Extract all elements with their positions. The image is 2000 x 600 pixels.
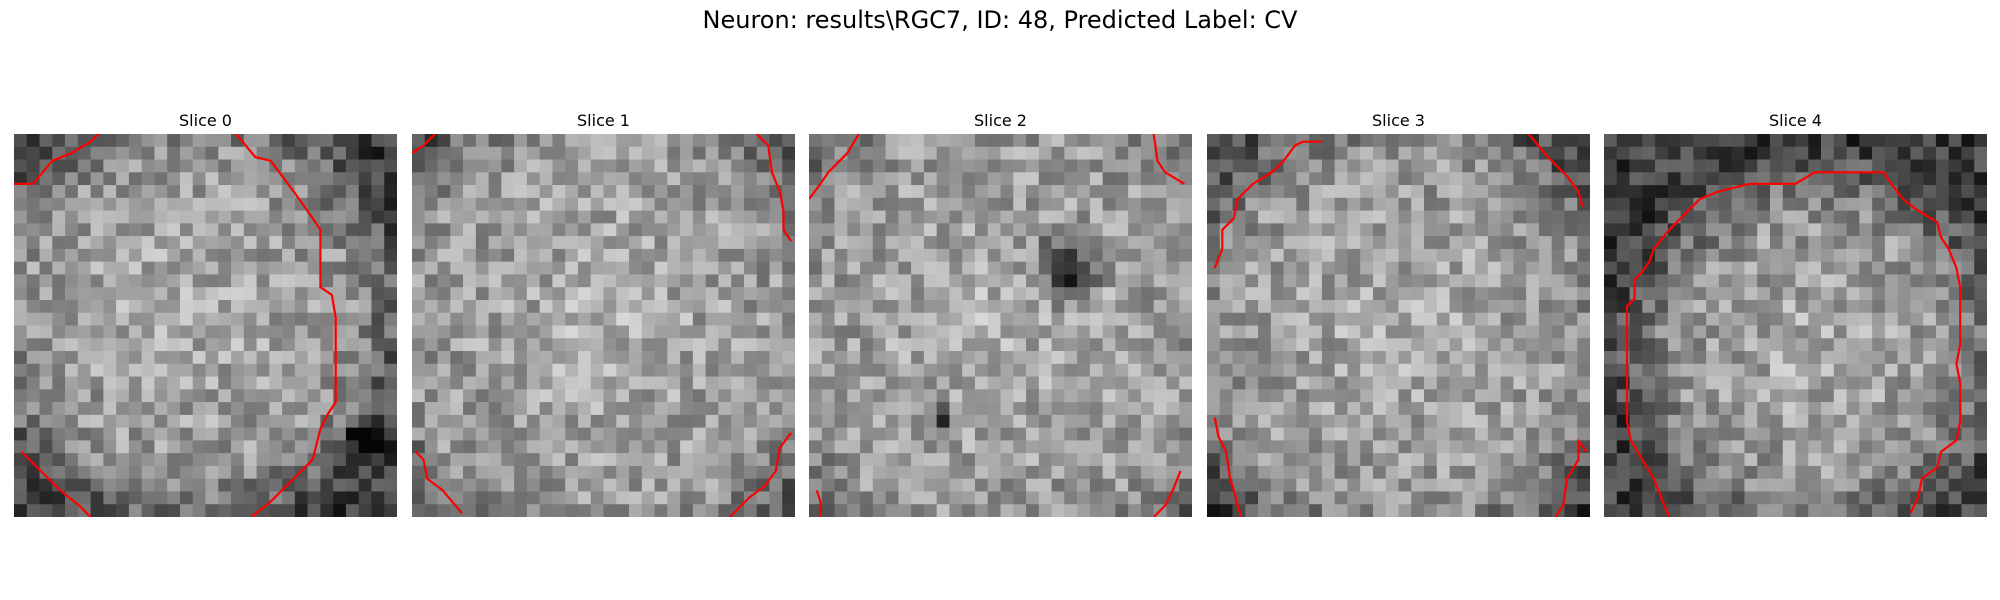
slice-title: Slice 2	[974, 111, 1027, 130]
contour-line	[815, 489, 822, 517]
contour-line	[1213, 417, 1243, 517]
slice-title: Slice 3	[1372, 111, 1425, 130]
slice-panel-1: Slice 1	[412, 108, 795, 517]
slice-image	[1207, 134, 1590, 517]
contour-line	[1625, 171, 1962, 517]
slice-panel-0: Slice 0	[14, 108, 397, 517]
slice-title: Slice 4	[1769, 111, 1822, 130]
contour-line	[729, 432, 793, 517]
contour-line	[1554, 439, 1588, 517]
contour-line	[1152, 470, 1182, 517]
slice-image	[412, 134, 795, 517]
slice-title: Slice 0	[179, 111, 232, 130]
slice-image	[1604, 134, 1987, 517]
contour-line	[755, 134, 793, 242]
figure-title: Neuron: results\RGC7, ID: 48, Predicted …	[702, 6, 1298, 34]
contour-line	[1152, 134, 1185, 185]
slice-panel-4: Slice 4	[1604, 108, 1987, 517]
contour-line	[415, 451, 463, 514]
contour-line	[14, 134, 100, 185]
slice-panel-2: Slice 2	[809, 108, 1192, 517]
slice-image	[14, 134, 397, 517]
contour-line	[1213, 140, 1322, 269]
slice-image	[809, 134, 1192, 517]
contour-line	[235, 134, 337, 517]
contour-line	[809, 134, 860, 200]
slice-title: Slice 1	[577, 111, 630, 130]
contour-line	[412, 134, 436, 155]
contour-line	[1527, 134, 1584, 208]
contour-line	[20, 451, 92, 517]
slice-panel-3: Slice 3	[1207, 108, 1590, 517]
